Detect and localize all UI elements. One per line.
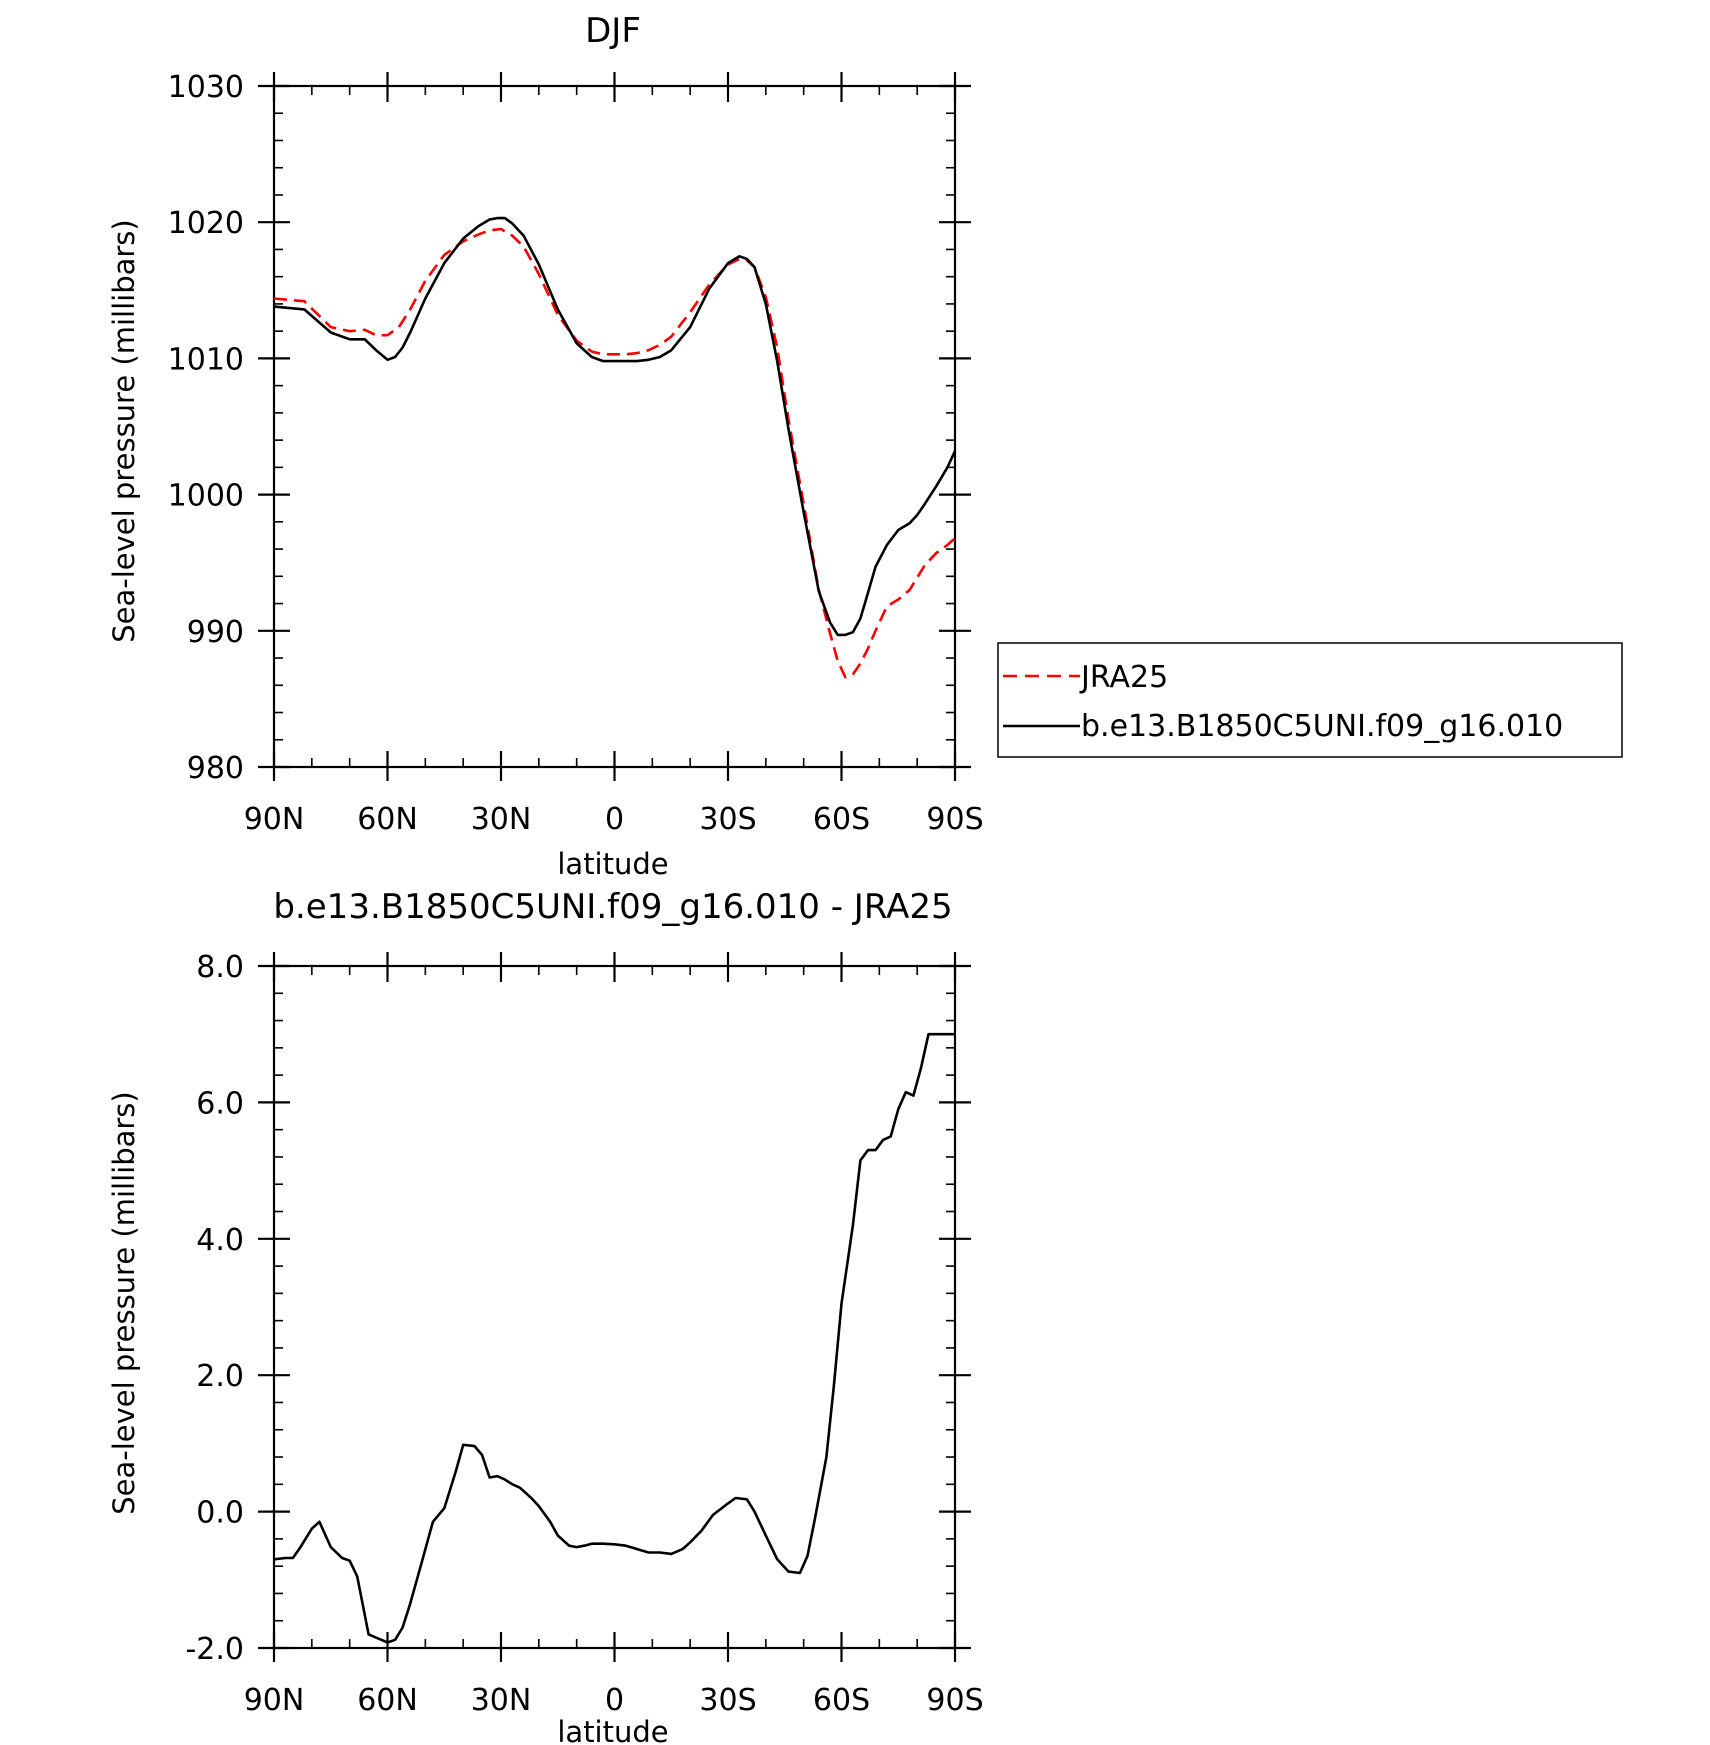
x-tick-label: 90N [244,802,305,837]
y-tick-label: 2.0 [196,1359,244,1394]
top-chart-title: DJF [585,11,641,51]
x-tick-label: 60S [813,1683,870,1718]
series-line-jra25 [273,227,956,679]
plot-frame [272,964,957,1650]
x-tick-label: 0 [605,802,624,837]
x-tick-label: 60N [357,1683,418,1718]
x-tick-label: 30N [471,802,532,837]
top-chart-panel: DJF 980 990 1000 1010 1020 1030 90N 60N 30N 0 30S 6… [107,11,984,881]
y-tick-label: 0.0 [196,1496,244,1531]
y-tick-label: 6.0 [196,1086,244,1121]
x-tick-label: 0 [605,1683,624,1718]
top-chart-legend: JRA25 b.e13.B1850C5UNI.f09_g16.010 [997,642,1623,758]
y-tick-label: 990 [187,615,244,650]
y-tick-label: 1000 [168,479,244,514]
y-tick-label: 8.0 [196,950,244,985]
legend-box [997,642,1623,758]
x-tick-label: 30N [471,1683,532,1718]
x-tick-label: 90S [926,1683,983,1718]
bottom-chart-series [273,1032,955,1644]
plot-frame [272,84,957,769]
x-tick-label: 30S [699,802,756,837]
y-tick-label: 1010 [168,342,244,377]
x-tick-label: 90S [926,802,983,837]
x-tick-label: 60N [357,802,418,837]
y-tick-label: 980 [187,751,244,786]
series-line-b-e13-b1850c5uni-f09-g16-010 [273,216,957,637]
bottom-chart-axes: -2.0 0.0 2.0 4.0 6.0 8.0 90N 60N 30N 0 30S 60S 90S [185,950,983,1718]
top-chart-ylabel: Sea-level pressure (millibars) [107,219,141,642]
series-line-diff-0 [273,1032,955,1644]
legend-label-jra25: JRA25 [1079,660,1168,695]
x-tick-label: 30S [699,1683,756,1718]
x-tick-label: 90N [244,1683,305,1718]
y-tick-label: 4.0 [196,1223,244,1258]
x-tick-label: 60S [813,802,870,837]
top-chart-series [273,216,957,679]
bottom-chart-panel: b.e13.B1850C5UNI.f09_g16.010 - JRA25 -2.… [107,887,984,1745]
bottom-chart-xlabel: latitude [557,1715,668,1745]
top-chart-xlabel: latitude [557,847,668,881]
y-tick-label: 1030 [168,70,244,105]
bottom-chart-title: b.e13.B1850C5UNI.f09_g16.010 - JRA25 [273,887,952,927]
top-chart-axes: 980 990 1000 1010 1020 1030 90N 60N 30N 0 30S 60S 90… [168,70,984,837]
legend-label-model: b.e13.B1850C5UNI.f09_g16.010 [1081,709,1563,744]
y-tick-label: 1020 [168,206,244,241]
bottom-chart-ylabel: Sea-level pressure (millibars) [107,1091,141,1514]
y-tick-label: -2.0 [185,1632,244,1667]
